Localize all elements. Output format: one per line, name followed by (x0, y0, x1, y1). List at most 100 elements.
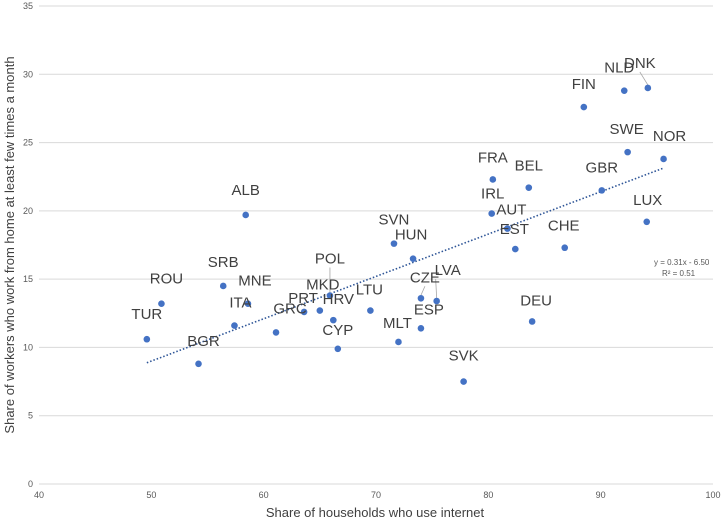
point-label-bgr: BGR (187, 333, 220, 350)
data-points (143, 84, 667, 385)
point-ltu (367, 307, 374, 314)
point-label-hrv: HRV (323, 291, 354, 308)
point-label-lva: LVA (435, 262, 461, 279)
point-lva (433, 297, 440, 305)
point-tur (143, 335, 151, 343)
point-label-hun: HUN (395, 227, 428, 244)
x-tick-label: 80 (483, 490, 493, 500)
point-esp (417, 325, 425, 332)
point-label-svn: SVN (379, 212, 410, 229)
point-label-mkd: MKD (306, 277, 340, 294)
point-label-gbr: GBR (586, 159, 619, 176)
point-label-pol: POL (315, 251, 345, 268)
point-svk (460, 378, 467, 385)
point-est (511, 245, 519, 253)
trendline-equation: y = 0.31x - 6.50 (654, 258, 710, 267)
point-deu (528, 318, 536, 325)
y-tick-label: 0 (28, 479, 33, 489)
point-ita (231, 322, 238, 329)
x-tick-label: 50 (146, 490, 156, 500)
x-tick-label: 40 (34, 490, 44, 500)
point-prt (300, 308, 308, 316)
point-che (561, 244, 569, 252)
point-grc (272, 329, 280, 336)
point-label-lux: LUX (633, 192, 662, 209)
y-axis-title: Share of workers who work from home at l… (2, 56, 17, 433)
point-label-mlt: MLT (383, 315, 412, 332)
y-tick-label: 5 (28, 411, 33, 421)
point-label-cze: CZE (410, 269, 440, 286)
point-svn (390, 240, 398, 247)
label-leaders (329, 71, 649, 299)
trendline-group (146, 167, 664, 364)
point-irl (488, 210, 496, 217)
point-label-srb: SRB (208, 254, 239, 271)
point-label-ltu: LTU (356, 282, 383, 299)
point-fin (580, 103, 588, 111)
leader-dnk (639, 71, 649, 86)
point-label-swe: SWE (610, 121, 644, 138)
leader-cze (420, 286, 426, 296)
point-label-alb: ALB (232, 182, 260, 199)
point-label-deu: DEU (520, 292, 552, 309)
point-label-che: CHE (548, 218, 580, 235)
point-label-fin: FIN (572, 76, 596, 93)
point-alb (242, 211, 249, 219)
point-hun (409, 255, 417, 262)
trendline-r-squared: R² = 0.51 (662, 269, 696, 278)
point-swe (624, 148, 631, 156)
point-nor (660, 155, 667, 163)
point-fra (489, 176, 497, 183)
point-rou (158, 300, 165, 308)
point-aut (504, 225, 511, 232)
y-tick-label: 35 (23, 1, 33, 11)
y-tick-label: 30 (23, 69, 33, 79)
y-tick-label: 20 (23, 206, 33, 216)
y-tick-label: 25 (23, 138, 33, 148)
point-label-est: EST (500, 221, 529, 238)
point-mlt (395, 338, 402, 346)
point-label-prt: PRT (288, 290, 318, 307)
x-tick-label: 100 (705, 490, 720, 500)
point-bel (525, 184, 533, 191)
point-srb (219, 282, 227, 290)
point-label-nld: NLD (604, 60, 634, 77)
point-cze (417, 294, 425, 302)
y-tick-label: 10 (23, 342, 33, 352)
point-nld (620, 87, 628, 94)
point-mne (244, 300, 252, 308)
point-label-aut: AUT (496, 202, 526, 219)
x-tick-label: 60 (259, 490, 269, 500)
point-label-irl: IRL (481, 186, 504, 203)
y-axis-ticks: 0 5 10 15 20 25 30 35 (23, 1, 33, 489)
point-dnk (644, 84, 652, 92)
x-axis-title: Share of households who use internet (266, 505, 485, 520)
point-label-nor: NOR (653, 128, 687, 145)
point-label-cyp: CYP (322, 322, 353, 339)
x-tick-label: 70 (371, 490, 381, 500)
leader-lva (435, 278, 438, 299)
point-pol (326, 292, 334, 299)
point-label-rou: ROU (150, 271, 183, 288)
x-axis-ticks: 40 50 60 70 80 90 100 (34, 490, 721, 500)
point-label-mne: MNE (238, 273, 271, 290)
point-bgr (195, 360, 202, 368)
point-label-grc: GRC (273, 300, 307, 317)
point-label-dnk: DNK (624, 55, 656, 72)
point-label-fra: FRA (478, 149, 508, 166)
point-gbr (598, 187, 606, 194)
point-hrv (330, 316, 337, 324)
point-lux (643, 218, 651, 226)
point-label-ita: ITA (229, 295, 251, 312)
point-label-svk: SVK (449, 348, 479, 365)
y-tick-label: 15 (23, 274, 33, 284)
point-label-bel: BEL (515, 158, 543, 175)
x-tick-label: 90 (596, 490, 606, 500)
grid-lines (39, 5, 713, 485)
point-cyp (334, 345, 342, 353)
point-label-esp: ESP (414, 301, 444, 318)
point-label-tur: TUR (131, 306, 162, 323)
trendline (146, 167, 664, 364)
